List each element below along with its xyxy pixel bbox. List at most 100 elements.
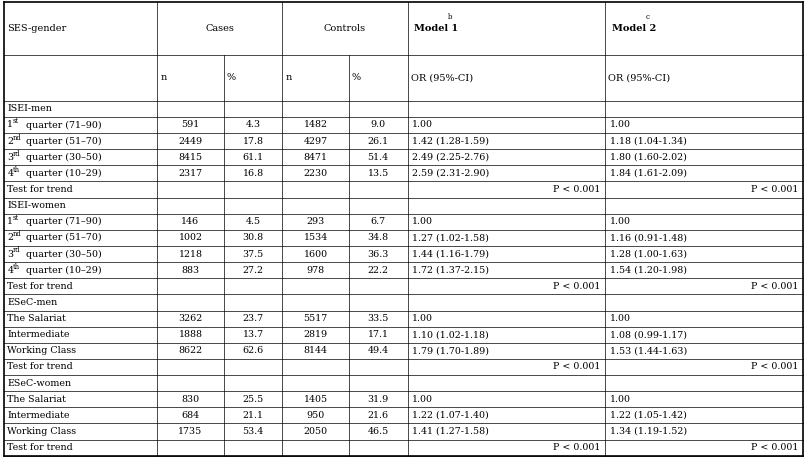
Text: 31.9: 31.9 (367, 395, 389, 404)
Text: %: % (352, 73, 361, 82)
Text: st: st (13, 214, 19, 222)
Text: %: % (227, 73, 236, 82)
Text: 1.34 (1.19-1.52): 1.34 (1.19-1.52) (610, 427, 688, 436)
Text: 17.1: 17.1 (367, 330, 389, 339)
Text: 22.2: 22.2 (367, 266, 389, 275)
Text: 1.00: 1.00 (412, 217, 433, 226)
Text: Model 2: Model 2 (612, 24, 656, 33)
Text: 950: 950 (307, 411, 324, 420)
Text: SES-gender: SES-gender (7, 24, 66, 33)
Text: P < 0.001: P < 0.001 (751, 362, 798, 371)
Text: 8144: 8144 (303, 346, 328, 355)
Text: Working Class: Working Class (7, 346, 77, 355)
Text: 13.5: 13.5 (367, 169, 389, 178)
Text: Test for trend: Test for trend (7, 185, 73, 194)
Text: 4: 4 (7, 266, 13, 275)
Text: 21.1: 21.1 (242, 411, 264, 420)
Text: 4.3: 4.3 (245, 120, 261, 130)
Text: rd: rd (13, 150, 20, 158)
Text: 26.1: 26.1 (367, 136, 389, 146)
Text: quarter (71–90): quarter (71–90) (23, 217, 101, 226)
Text: 1482: 1482 (303, 120, 328, 130)
Text: 1.10 (1.02-1.18): 1.10 (1.02-1.18) (412, 330, 489, 339)
Text: quarter (51–70): quarter (51–70) (23, 233, 101, 242)
Text: P < 0.001: P < 0.001 (553, 185, 600, 194)
Text: Controls: Controls (324, 24, 366, 33)
Text: 830: 830 (182, 395, 199, 404)
Text: 2: 2 (7, 136, 13, 146)
Text: st: st (13, 117, 19, 125)
Text: 1.79 (1.70-1.89): 1.79 (1.70-1.89) (412, 346, 489, 355)
Text: ISEI-men: ISEI-men (7, 104, 52, 113)
Text: 1218: 1218 (178, 250, 203, 258)
Text: 33.5: 33.5 (367, 314, 389, 323)
Text: 9.0: 9.0 (370, 120, 386, 130)
Text: quarter (71–90): quarter (71–90) (23, 120, 101, 130)
Text: quarter (30–50): quarter (30–50) (23, 250, 102, 259)
Text: 1002: 1002 (178, 234, 203, 242)
Text: P < 0.001: P < 0.001 (751, 185, 798, 194)
Text: Intermediate: Intermediate (7, 330, 69, 339)
Text: P < 0.001: P < 0.001 (751, 443, 798, 452)
Text: Model 1: Model 1 (414, 24, 458, 33)
Text: 1.54 (1.20-1.98): 1.54 (1.20-1.98) (610, 266, 687, 275)
Text: P < 0.001: P < 0.001 (553, 443, 600, 452)
Text: 13.7: 13.7 (242, 330, 264, 339)
Text: 2819: 2819 (303, 330, 328, 339)
Text: 1.00: 1.00 (412, 314, 433, 323)
Text: 23.7: 23.7 (242, 314, 264, 323)
Text: 1.53 (1.44-1.63): 1.53 (1.44-1.63) (610, 346, 688, 355)
Text: 3262: 3262 (178, 314, 203, 323)
Text: 1.00: 1.00 (610, 395, 631, 404)
Text: 1: 1 (7, 120, 13, 130)
Text: 6.7: 6.7 (370, 217, 386, 226)
Text: P < 0.001: P < 0.001 (553, 282, 600, 291)
Text: 8622: 8622 (178, 346, 203, 355)
Text: rd: rd (13, 246, 20, 255)
Text: 62.6: 62.6 (242, 346, 264, 355)
Text: P < 0.001: P < 0.001 (751, 282, 798, 291)
Text: quarter (30–50): quarter (30–50) (23, 153, 102, 162)
Text: OR (95%-CI): OR (95%-CI) (411, 73, 473, 82)
Text: 34.8: 34.8 (367, 234, 389, 242)
Text: quarter (51–70): quarter (51–70) (23, 136, 101, 146)
Text: Working Class: Working Class (7, 427, 77, 436)
Text: 4: 4 (7, 169, 13, 178)
Text: Intermediate: Intermediate (7, 411, 69, 420)
Text: 2.49 (2.25-2.76): 2.49 (2.25-2.76) (412, 153, 490, 162)
Text: 8415: 8415 (178, 153, 203, 162)
Text: Cases: Cases (206, 24, 234, 33)
Text: 51.4: 51.4 (367, 153, 389, 162)
Text: 1.80 (1.60-2.02): 1.80 (1.60-2.02) (610, 153, 687, 162)
Text: 3: 3 (7, 153, 14, 162)
Text: 1600: 1600 (303, 250, 328, 258)
Text: 2.59 (2.31-2.90): 2.59 (2.31-2.90) (412, 169, 490, 178)
Text: 293: 293 (307, 217, 324, 226)
Text: 591: 591 (182, 120, 199, 130)
Text: n: n (161, 73, 167, 82)
Text: c: c (646, 13, 650, 21)
Text: 4297: 4297 (303, 136, 328, 146)
Text: 1.27 (1.02-1.58): 1.27 (1.02-1.58) (412, 234, 489, 242)
Text: 49.4: 49.4 (367, 346, 389, 355)
Text: n: n (286, 73, 292, 82)
Text: ESeC-women: ESeC-women (7, 379, 71, 387)
Text: 61.1: 61.1 (242, 153, 264, 162)
Text: 16.8: 16.8 (242, 169, 264, 178)
Text: 1888: 1888 (178, 330, 203, 339)
Text: OR (95%-CI): OR (95%-CI) (608, 73, 671, 82)
Text: 46.5: 46.5 (367, 427, 389, 436)
Text: 1.00: 1.00 (412, 120, 433, 130)
Text: 2050: 2050 (303, 427, 328, 436)
Text: 3: 3 (7, 250, 14, 258)
Text: P < 0.001: P < 0.001 (553, 362, 600, 371)
Text: 1.08 (0.99-1.17): 1.08 (0.99-1.17) (610, 330, 687, 339)
Text: 146: 146 (182, 217, 199, 226)
Text: 1.44 (1.16-1.79): 1.44 (1.16-1.79) (412, 250, 489, 258)
Text: 1405: 1405 (303, 395, 328, 404)
Text: 1.84 (1.61-2.09): 1.84 (1.61-2.09) (610, 169, 687, 178)
Text: 2317: 2317 (178, 169, 203, 178)
Text: nd: nd (13, 230, 22, 238)
Text: 1735: 1735 (178, 427, 203, 436)
Text: 1.00: 1.00 (610, 217, 631, 226)
